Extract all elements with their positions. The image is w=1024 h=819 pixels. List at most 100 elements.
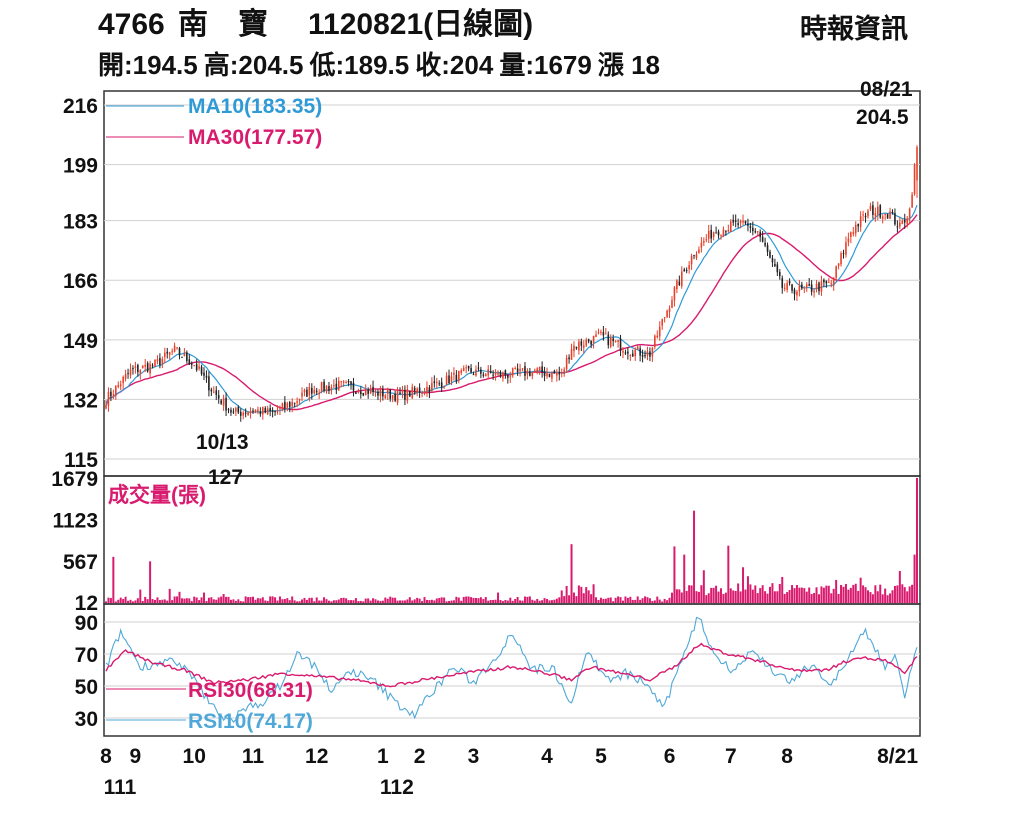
candle-body xyxy=(916,147,918,181)
candle-body xyxy=(879,205,882,218)
candle-body xyxy=(320,382,323,392)
volume-bar xyxy=(193,596,196,603)
volume-bar xyxy=(465,596,468,603)
candle-body xyxy=(205,375,208,378)
candle-body xyxy=(460,370,463,373)
volume-bar xyxy=(411,600,414,603)
candle-body xyxy=(367,389,369,394)
volume-bar xyxy=(369,600,372,603)
volume-bar xyxy=(264,600,267,603)
candle-body xyxy=(482,374,485,376)
candle-body xyxy=(507,374,509,378)
candle-body xyxy=(210,389,213,392)
candle-body xyxy=(850,232,852,238)
volume-bar xyxy=(421,601,424,603)
volume-bar xyxy=(109,598,112,603)
volume-bar xyxy=(644,596,647,603)
volume-bar xyxy=(521,600,524,603)
candle-body xyxy=(641,354,644,357)
candle-body xyxy=(137,364,139,373)
volume-bar xyxy=(367,598,370,603)
candle-body xyxy=(382,389,384,397)
volume-bar xyxy=(354,598,357,603)
volume-bar xyxy=(144,596,147,603)
candle-body xyxy=(715,232,717,234)
candle-body xyxy=(685,270,688,272)
volume-bar xyxy=(335,600,338,603)
volume-bar xyxy=(271,596,274,603)
low-value-annotation: 127 xyxy=(208,466,243,489)
volume-bar xyxy=(237,599,240,603)
volume-bar xyxy=(889,593,892,603)
candle-body xyxy=(406,389,409,401)
volume-bar xyxy=(347,600,350,603)
volume-bar xyxy=(803,588,806,603)
candle-body xyxy=(426,386,428,392)
candle-body xyxy=(605,333,607,335)
candle-body xyxy=(688,265,690,270)
rsi10-legend: RSI10(74.17) xyxy=(188,710,313,733)
candle-body xyxy=(600,331,602,333)
volume-bar xyxy=(768,586,771,603)
candle-body xyxy=(323,381,325,391)
volume-bar xyxy=(376,600,379,603)
candle-body xyxy=(524,366,526,376)
candle-body xyxy=(629,355,632,357)
price-y-tick: 216 xyxy=(63,95,98,118)
candle-body xyxy=(774,263,776,267)
candle-body xyxy=(124,374,127,379)
candle-body xyxy=(399,392,401,395)
candle-body xyxy=(386,389,389,394)
candle-body xyxy=(546,373,548,377)
volume-bar xyxy=(151,599,154,603)
candle-body xyxy=(288,402,291,408)
ohlc-close-label: 收: xyxy=(415,50,450,80)
volume-bar xyxy=(543,598,546,603)
candle-body xyxy=(573,345,575,352)
ma30-line-group xyxy=(105,214,918,411)
candle-body xyxy=(396,390,399,403)
candle-body xyxy=(646,351,649,356)
volume-bar xyxy=(497,592,500,603)
candle-body xyxy=(504,370,507,376)
high-date-annotation: 08/21 xyxy=(860,78,913,101)
candle-body xyxy=(663,317,666,319)
candle-body xyxy=(284,401,286,409)
volume-bar xyxy=(896,585,899,603)
candle-body xyxy=(232,411,235,413)
candle-body xyxy=(825,280,828,284)
volume-bar xyxy=(149,561,152,603)
candle-body xyxy=(827,281,830,283)
candle-body xyxy=(244,412,247,414)
candle-body xyxy=(729,221,732,232)
volume-bar xyxy=(298,601,301,603)
volume-bar xyxy=(759,588,762,603)
volume-bar xyxy=(435,598,438,603)
volume-bar xyxy=(553,599,556,603)
volume-bar xyxy=(176,596,179,603)
candle-body xyxy=(247,412,249,416)
volume-bar xyxy=(406,599,409,603)
candle-body xyxy=(617,340,619,342)
candle-body xyxy=(421,392,423,394)
candle-body xyxy=(141,365,144,369)
volume-bar xyxy=(898,570,901,603)
volume-bar xyxy=(146,599,149,603)
volume-bar xyxy=(903,587,906,603)
candle-body xyxy=(470,368,472,373)
candle-body xyxy=(698,249,700,254)
candle-body xyxy=(666,310,668,318)
volume-bar xyxy=(729,588,732,603)
stock-name: 南 寶 xyxy=(178,7,268,41)
candle-body xyxy=(759,231,761,237)
volume-bar xyxy=(523,596,526,603)
ma30-line xyxy=(105,214,918,411)
volume-bar xyxy=(683,554,686,603)
price-y-tick: 132 xyxy=(63,389,98,412)
volume-bar xyxy=(835,579,838,603)
candle-body xyxy=(208,376,210,391)
volume-bar xyxy=(249,596,252,603)
candle-body xyxy=(328,385,330,391)
